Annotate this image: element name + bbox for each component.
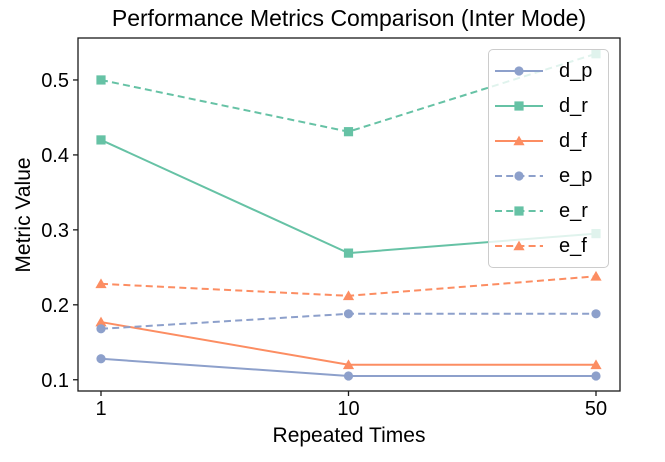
legend-marker-e_f xyxy=(513,240,525,250)
marker-e_p-10 xyxy=(343,309,354,319)
legend-sample-d_f xyxy=(495,135,543,146)
x-axis-ticks: 1 10 50 xyxy=(95,391,607,420)
y-axis-label: Metric Value xyxy=(12,157,35,273)
legend-entry-d_r: d_r xyxy=(495,89,608,123)
legend-entry-e_f: e_f xyxy=(495,229,608,263)
y-tick-label: 0.4 xyxy=(41,145,69,167)
x-tick-label: 1 xyxy=(95,398,106,420)
legend-label-e_p: e_p xyxy=(559,164,593,187)
legend-marker-d_p xyxy=(514,66,524,77)
marker-e_p-50 xyxy=(591,309,601,319)
legend-marker-e_p xyxy=(514,171,524,181)
y-tick-label: 0.2 xyxy=(41,295,69,317)
legend-entry-e_r: e_r xyxy=(495,194,608,228)
legend-entry-e_p: e_p xyxy=(495,159,608,193)
marker-e_r-10 xyxy=(343,127,354,137)
legend-sample-e_f xyxy=(495,240,543,250)
marker-e_f-1 xyxy=(95,278,107,289)
marker-d_f-10 xyxy=(342,359,355,370)
x-axis-label: Repeated Times xyxy=(272,424,426,447)
marker-e_f-10 xyxy=(342,290,355,301)
marker-d_p-10 xyxy=(343,371,354,381)
legend-label-e_f: e_f xyxy=(559,234,587,257)
marker-d_p-1 xyxy=(96,354,106,364)
marker-e_p-1 xyxy=(96,324,106,334)
legend-marker-d_f xyxy=(513,135,525,146)
x-tick-label: 10 xyxy=(337,398,359,420)
y-tick-label: 0.3 xyxy=(41,220,69,242)
legend-sample-e_p xyxy=(495,171,543,181)
legend-label-d_f: d_f xyxy=(559,130,587,153)
chart-title: Performance Metrics Comparison (Inter Mo… xyxy=(111,5,587,31)
legend-sample-e_r xyxy=(495,206,543,216)
series-d_f xyxy=(95,316,602,370)
y-tick-label: 0.5 xyxy=(41,70,69,92)
marker-d_f-50 xyxy=(590,359,602,370)
legend-entry-d_p: d_p xyxy=(495,54,608,88)
marker-d_r-1 xyxy=(96,135,106,145)
marker-e_f-50 xyxy=(590,270,602,281)
legend-marker-d_r xyxy=(514,101,524,111)
marker-d_r-10 xyxy=(343,248,354,258)
y-axis-ticks: 0.1 0.2 0.3 0.4 0.5 xyxy=(41,70,78,392)
legend-marker-e_r xyxy=(514,206,524,216)
y-tick-label: 0.1 xyxy=(41,370,69,392)
marker-d_p-50 xyxy=(591,371,601,381)
legend-label-e_r: e_r xyxy=(559,199,588,222)
series-d_p xyxy=(96,354,601,381)
legend-sample-d_r xyxy=(495,101,543,111)
legend: d_p d_r d_f e_p e_r e_f xyxy=(488,49,609,268)
legend-label-d_p: d_p xyxy=(559,60,593,83)
marker-e_r-1 xyxy=(96,75,106,85)
legend-entry-d_f: d_f xyxy=(495,124,608,158)
series-e_p xyxy=(96,309,601,334)
marker-d_f-1 xyxy=(95,316,107,327)
series-line-d_f xyxy=(100,321,596,366)
legend-sample-d_p xyxy=(495,66,543,77)
series-e_f xyxy=(95,270,602,301)
legend-label-d_r: d_r xyxy=(559,95,588,118)
x-tick-label: 50 xyxy=(585,398,607,420)
